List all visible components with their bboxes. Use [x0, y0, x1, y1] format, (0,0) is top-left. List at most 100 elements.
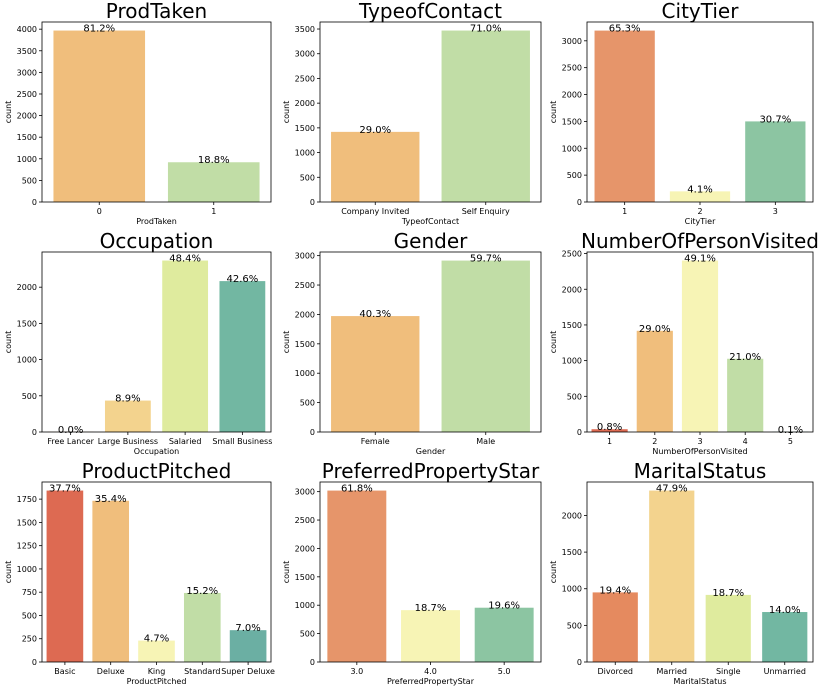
chart-title: ProductPitched — [82, 459, 232, 483]
bar-self-enquiry — [441, 30, 530, 202]
bar-0 — [53, 30, 146, 203]
x-tick-label: Male — [476, 437, 495, 446]
y-tick-label: 1250 — [17, 542, 37, 551]
x-axis-label: ProdTaken — [136, 217, 177, 226]
y-tick-label: 1000 — [295, 369, 315, 378]
y-tick-label: 500 — [22, 392, 37, 401]
bar-5-0 — [474, 607, 534, 662]
bar-salaried — [162, 260, 209, 432]
bar-divorced — [592, 592, 638, 662]
y-tick-label: 3000 — [295, 50, 315, 59]
chart-title: CityTier — [662, 0, 740, 23]
y-tick-label: 2000 — [295, 310, 315, 319]
data-label: 0.1% — [778, 425, 803, 436]
y-tick-label: 1500 — [562, 548, 582, 557]
x-tick-label: 2 — [652, 437, 657, 446]
y-tick-label: 2000 — [295, 99, 315, 108]
x-axis-label: CityTier — [685, 217, 716, 226]
y-tick-label: 500 — [567, 171, 582, 180]
x-tick-label: 3 — [697, 437, 702, 446]
y-axis-label: count — [549, 561, 558, 584]
bar-3 — [745, 121, 806, 202]
data-label: 4.1% — [687, 184, 712, 195]
y-tick-label: 500 — [567, 621, 582, 630]
chart-title: TypeofContact — [358, 0, 502, 23]
y-tick-label: 0 — [577, 658, 582, 667]
bar-large-business — [104, 400, 151, 432]
bar-3 — [681, 260, 719, 432]
y-tick-label: 3000 — [562, 37, 582, 46]
x-tick-label: Married — [657, 667, 687, 676]
data-label: 42.6% — [226, 274, 258, 285]
x-axis-label: PreferredPropertyStar — [387, 677, 475, 686]
y-axis-label: count — [282, 561, 291, 584]
x-axis-label: Occupation — [134, 447, 179, 456]
y-tick-label: 3500 — [295, 25, 315, 34]
bar-super-deluxe — [229, 630, 267, 662]
x-tick-label: Large Business — [98, 437, 158, 446]
x-tick-label: Self Enquiry — [462, 207, 510, 216]
bar-small-business — [219, 281, 266, 432]
y-axis-label: count — [282, 101, 291, 124]
chart-5: NumberOfPersonVisited 0.8% 29.0% 49.1% 21.0%… — [549, 229, 819, 456]
x-tick-label: Female — [361, 437, 390, 446]
y-tick-label: 3000 — [295, 488, 315, 497]
x-axis-label: NumberOfPersonVisited — [652, 447, 747, 456]
y-tick-label: 2500 — [295, 281, 315, 290]
y-tick-label: 1000 — [562, 357, 582, 366]
y-tick-label: 2500 — [562, 64, 582, 73]
data-label: 81.2% — [83, 24, 115, 35]
x-axis-label: TypeofContact — [401, 217, 459, 226]
chart-3: Occupation 0.0% 8.9% 48.4% 42.6% 0 500 1000 1500… — [4, 229, 272, 456]
bar-married — [649, 490, 695, 662]
y-tick-label: 500 — [300, 173, 315, 182]
x-tick-label: King — [148, 667, 166, 676]
y-tick-label: 1000 — [562, 144, 582, 153]
chart-0: ProdTaken81.2%18.8%050010001500200025003… — [4, 0, 272, 226]
bar-unmarried — [762, 612, 808, 662]
y-tick-label: 2000 — [562, 511, 582, 520]
y-tick-label: 500 — [22, 176, 37, 185]
y-tick-label: 2000 — [295, 544, 315, 553]
x-tick-label: 4.0 — [424, 667, 437, 676]
y-tick-label: 2000 — [17, 112, 37, 121]
data-label: 21.0% — [729, 352, 761, 363]
y-tick-label: 750 — [22, 588, 37, 597]
x-tick-label: Unmarried — [764, 667, 806, 676]
axes-frame — [586, 481, 814, 663]
y-tick-label: 0 — [32, 658, 37, 667]
bar-single — [705, 594, 751, 662]
y-tick-label: 2500 — [295, 516, 315, 525]
bar-basic — [46, 490, 84, 662]
bar-king — [138, 640, 175, 662]
chart-1: TypeofContact 29.0% 71.0% 0 500 1000 1500 2000 2… — [282, 0, 542, 226]
data-label: 40.3% — [359, 309, 391, 320]
data-label: 48.4% — [169, 254, 201, 265]
axes-frame — [319, 21, 542, 203]
x-tick-label: 2 — [697, 207, 702, 216]
x-tick-label: Single — [716, 667, 741, 676]
data-label: 29.0% — [359, 125, 391, 136]
data-label: 47.9% — [656, 484, 688, 495]
data-label: 19.4% — [599, 585, 631, 596]
y-tick-label: 0 — [310, 198, 315, 207]
data-label: 37.7% — [49, 484, 81, 495]
y-tick-label: 0 — [32, 198, 37, 207]
chart-6: ProductPitched37.7%35.4%4.7%15.2%7.0%025… — [4, 459, 275, 686]
x-tick-label: 5 — [788, 437, 793, 446]
y-tick-label: 1500 — [295, 573, 315, 582]
bar-3-0 — [327, 490, 387, 662]
x-tick-label: 5.0 — [498, 667, 511, 676]
y-tick-label: 1000 — [17, 356, 37, 365]
data-label: 65.3% — [609, 24, 641, 35]
y-tick-label: 2500 — [562, 250, 582, 259]
data-label: 15.2% — [186, 586, 218, 597]
y-tick-label: 1500 — [17, 518, 37, 527]
x-tick-label: 3 — [773, 207, 778, 216]
bar-1 — [594, 30, 655, 202]
y-tick-label: 1000 — [295, 149, 315, 158]
y-tick-label: 0 — [577, 428, 582, 437]
data-label: 18.8% — [198, 155, 230, 166]
